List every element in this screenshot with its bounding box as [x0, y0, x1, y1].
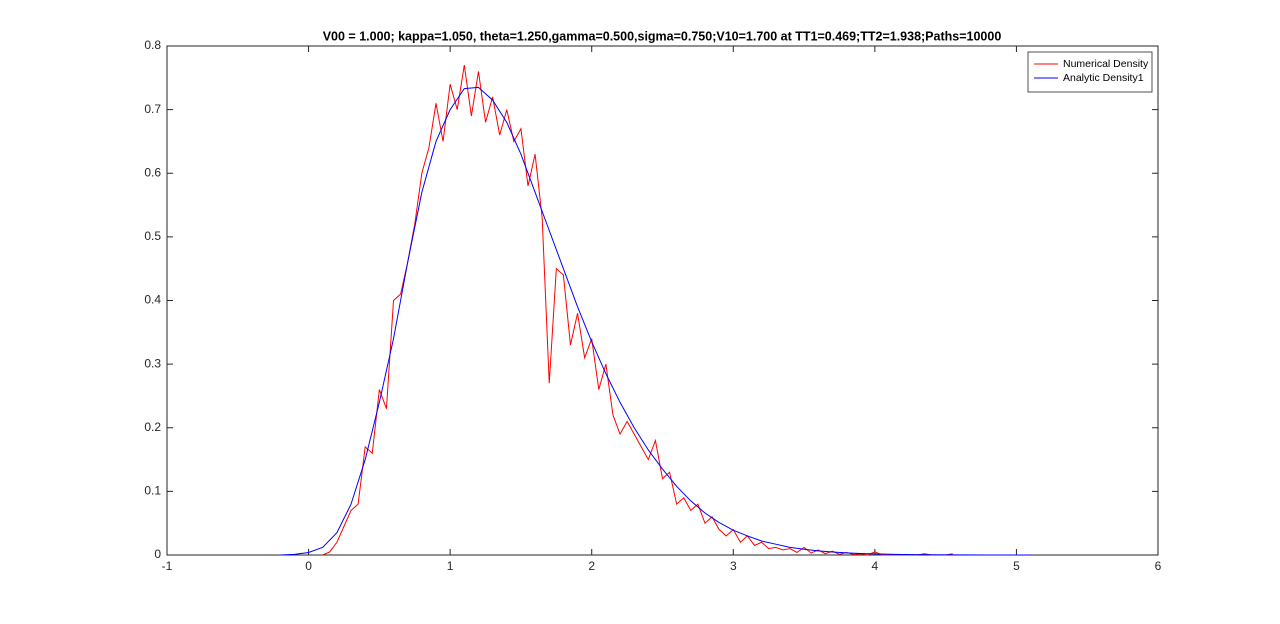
plot-area: [166, 45, 1159, 556]
data-line: [322, 65, 953, 556]
x-tick-label: 6: [1155, 559, 1162, 573]
x-tick-label: -1: [162, 559, 173, 573]
y-tick-label: 0: [154, 547, 161, 561]
x-tick-label: 3: [730, 559, 737, 573]
y-tick-label: 0.1: [144, 484, 161, 498]
y-tick-label: 0.4: [144, 293, 161, 307]
x-tick-label: 5: [1013, 559, 1020, 573]
y-tick-label: 0.2: [144, 420, 161, 434]
data-line: [280, 86, 1031, 556]
y-tick-label: 0.8: [144, 38, 161, 52]
legend-label: Numerical Density: [1063, 58, 1149, 70]
legend-box: [1027, 51, 1153, 93]
x-tick-label: 2: [588, 559, 595, 573]
x-tick-label: 1: [447, 559, 454, 573]
x-tick-label: 0: [305, 559, 312, 573]
chart-title: V00 = 1.000; kappa=1.050, theta=1.250,ga…: [323, 29, 1002, 43]
y-tick-label: 0.6: [144, 165, 161, 179]
legend-label: Analytic Density1: [1063, 72, 1144, 84]
x-tick-label: 4: [872, 559, 879, 573]
y-tick-label: 0.5: [144, 229, 161, 243]
y-tick-label: 0.7: [144, 102, 161, 116]
y-tick-label: 0.3: [144, 356, 161, 370]
